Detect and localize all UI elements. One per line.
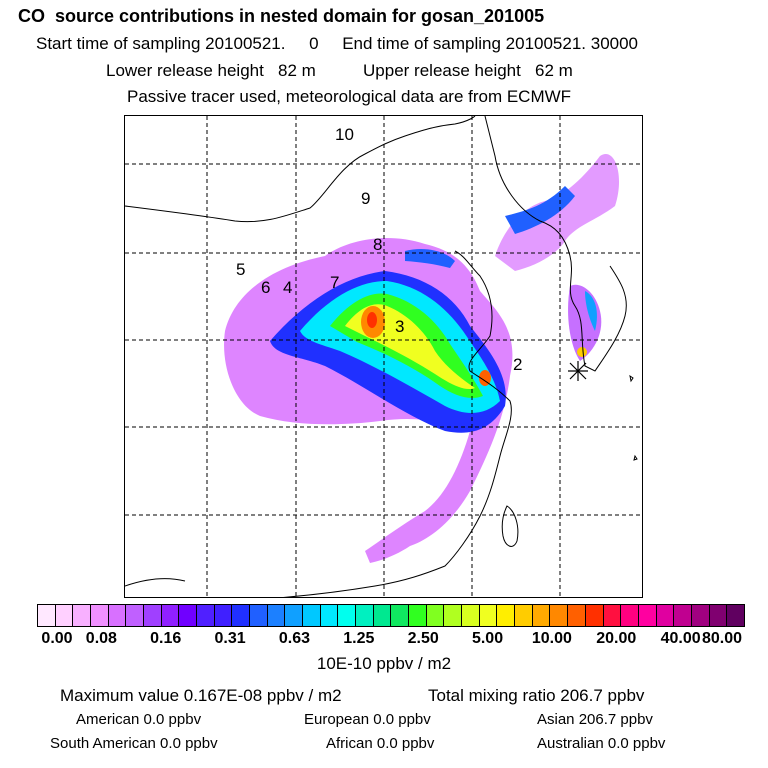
- colorbar-segment: [161, 605, 180, 626]
- plume-blue-band: [405, 249, 455, 268]
- plume-blue-korea: [585, 291, 597, 331]
- colorbar-segment: [391, 605, 410, 626]
- colorbar-segment: [409, 605, 427, 626]
- colorbar-segment: [568, 605, 586, 626]
- grid-lines: [125, 116, 642, 597]
- region-label-4: 4: [283, 278, 292, 297]
- colorbar-tick-label: 0.63: [278, 630, 311, 647]
- colorbar-segment: [550, 605, 569, 626]
- colorbar-segment: [356, 605, 374, 626]
- colorbar-segment: [303, 605, 321, 626]
- sampling-end: End time of sampling 20100521. 30000: [342, 34, 639, 53]
- asian-contribution: Asian 206.7 ppbv: [537, 711, 653, 728]
- total-mixing-ratio: Total mixing ratio 206.7 ppbv: [428, 686, 645, 705]
- colorbar-segment: [320, 605, 339, 626]
- colorbar-tick-label: 0.00: [41, 630, 73, 647]
- island-outline: [629, 374, 638, 461]
- colorbar-tick-label: 20.00: [596, 630, 637, 647]
- release-heights: Lower release height 82 m Upper release …: [106, 61, 573, 81]
- colorbar-segment: [197, 605, 215, 626]
- colorbar-segment: [250, 605, 268, 626]
- colorbar: [37, 604, 745, 627]
- colorbar-segment: [108, 605, 127, 626]
- australian-contribution: Australian 0.0 ppbv: [537, 735, 666, 752]
- hotspot-3-core: [367, 312, 377, 328]
- colorbar-segment: [338, 605, 357, 626]
- colorbar-segment: [373, 605, 392, 626]
- colorbar-segment: [38, 605, 56, 626]
- colorbar-segment: [603, 605, 622, 626]
- tracer-info: Passive tracer used, meteorological data…: [127, 87, 572, 106]
- colorbar-segment: [532, 605, 551, 626]
- colorbar-segment: [656, 605, 675, 626]
- colorbar-segment: [674, 605, 692, 626]
- colorbar-segment: [727, 605, 744, 626]
- upper-release-height: Upper release height 62 m: [363, 61, 573, 80]
- receptor-marker-icon: [568, 361, 588, 381]
- american-contribution: American 0.0 ppbv: [76, 711, 202, 728]
- region-label-5: 5: [236, 260, 245, 279]
- concentration-map: 10 9 8 5 6 4 7 3 2: [124, 115, 643, 598]
- region-label-7: 7: [330, 273, 339, 292]
- region-label-3: 3: [395, 317, 404, 336]
- colorbar-segment: [638, 605, 657, 626]
- colorbar-tick-label: 2.50: [407, 630, 439, 647]
- hotspot-shanghai: [479, 370, 491, 386]
- region-label-8: 8: [373, 235, 382, 254]
- african-contribution: African 0.0 ppbv: [326, 735, 435, 752]
- region-label-10: 10: [335, 125, 354, 144]
- hotspot-korea: [577, 347, 587, 357]
- colorbar-segment: [267, 605, 286, 626]
- colorbar-segment: [144, 605, 162, 626]
- taiwan-outline: [501, 505, 519, 547]
- colorbar-segment: [497, 605, 516, 626]
- colorbar-tick-label: 0.31: [214, 630, 246, 647]
- colorbar-tick-label: 40.00: [660, 630, 701, 647]
- region-label-2: 2: [513, 355, 522, 374]
- colorbar-segment: [426, 605, 445, 626]
- colorbar-segment: [691, 605, 710, 626]
- colorbar-segment: [585, 605, 604, 626]
- sampling-start: Start time of sampling 20100521. 0: [36, 34, 319, 53]
- colorbar-segment: [462, 605, 480, 626]
- colorbar-segment: [285, 605, 304, 626]
- colorbar-tick-label: 5.00: [471, 630, 504, 647]
- plot-title: CO source contributions in nested domain…: [18, 6, 545, 26]
- south-american-contribution: South American 0.0 ppbv: [50, 735, 218, 752]
- colorbar-segment: [444, 605, 463, 626]
- colorbar-segment: [479, 605, 498, 626]
- colorbar-tick-label: 1.25: [343, 630, 375, 647]
- lower-release-height: Lower release height 82 m: [106, 61, 316, 80]
- colorbar-segment: [232, 605, 251, 626]
- sampling-times: Start time of sampling 20100521. 0 End t…: [36, 34, 638, 54]
- colorbar-segment: [621, 605, 639, 626]
- colorbar-segment: [73, 605, 92, 626]
- region-label-6: 6: [261, 278, 270, 297]
- colorbar-segment: [55, 605, 74, 626]
- colorbar-tick-label: 0.08: [85, 630, 117, 647]
- colorbar-segment: [709, 605, 728, 626]
- region-label-9: 9: [361, 189, 370, 208]
- colorbar-tick-label: 80.00: [701, 630, 743, 647]
- max-value: Maximum value 0.167E-08 ppbv / m2: [60, 686, 342, 705]
- colorbar-tick-label: 10.00: [531, 630, 572, 647]
- colorbar-segment: [214, 605, 233, 626]
- colorbar-segment: [179, 605, 198, 626]
- colorbar-segment: [515, 605, 533, 626]
- coastline: [125, 116, 627, 597]
- european-contribution: European 0.0 ppbv: [304, 711, 431, 728]
- colorbar-tick-label: 0.16: [150, 630, 182, 647]
- plume-blue-ne: [505, 186, 575, 234]
- colorbar-units: 10E-10 ppbv / m2: [316, 654, 452, 673]
- colorbar-segment: [126, 605, 145, 626]
- colorbar-segment: [91, 605, 109, 626]
